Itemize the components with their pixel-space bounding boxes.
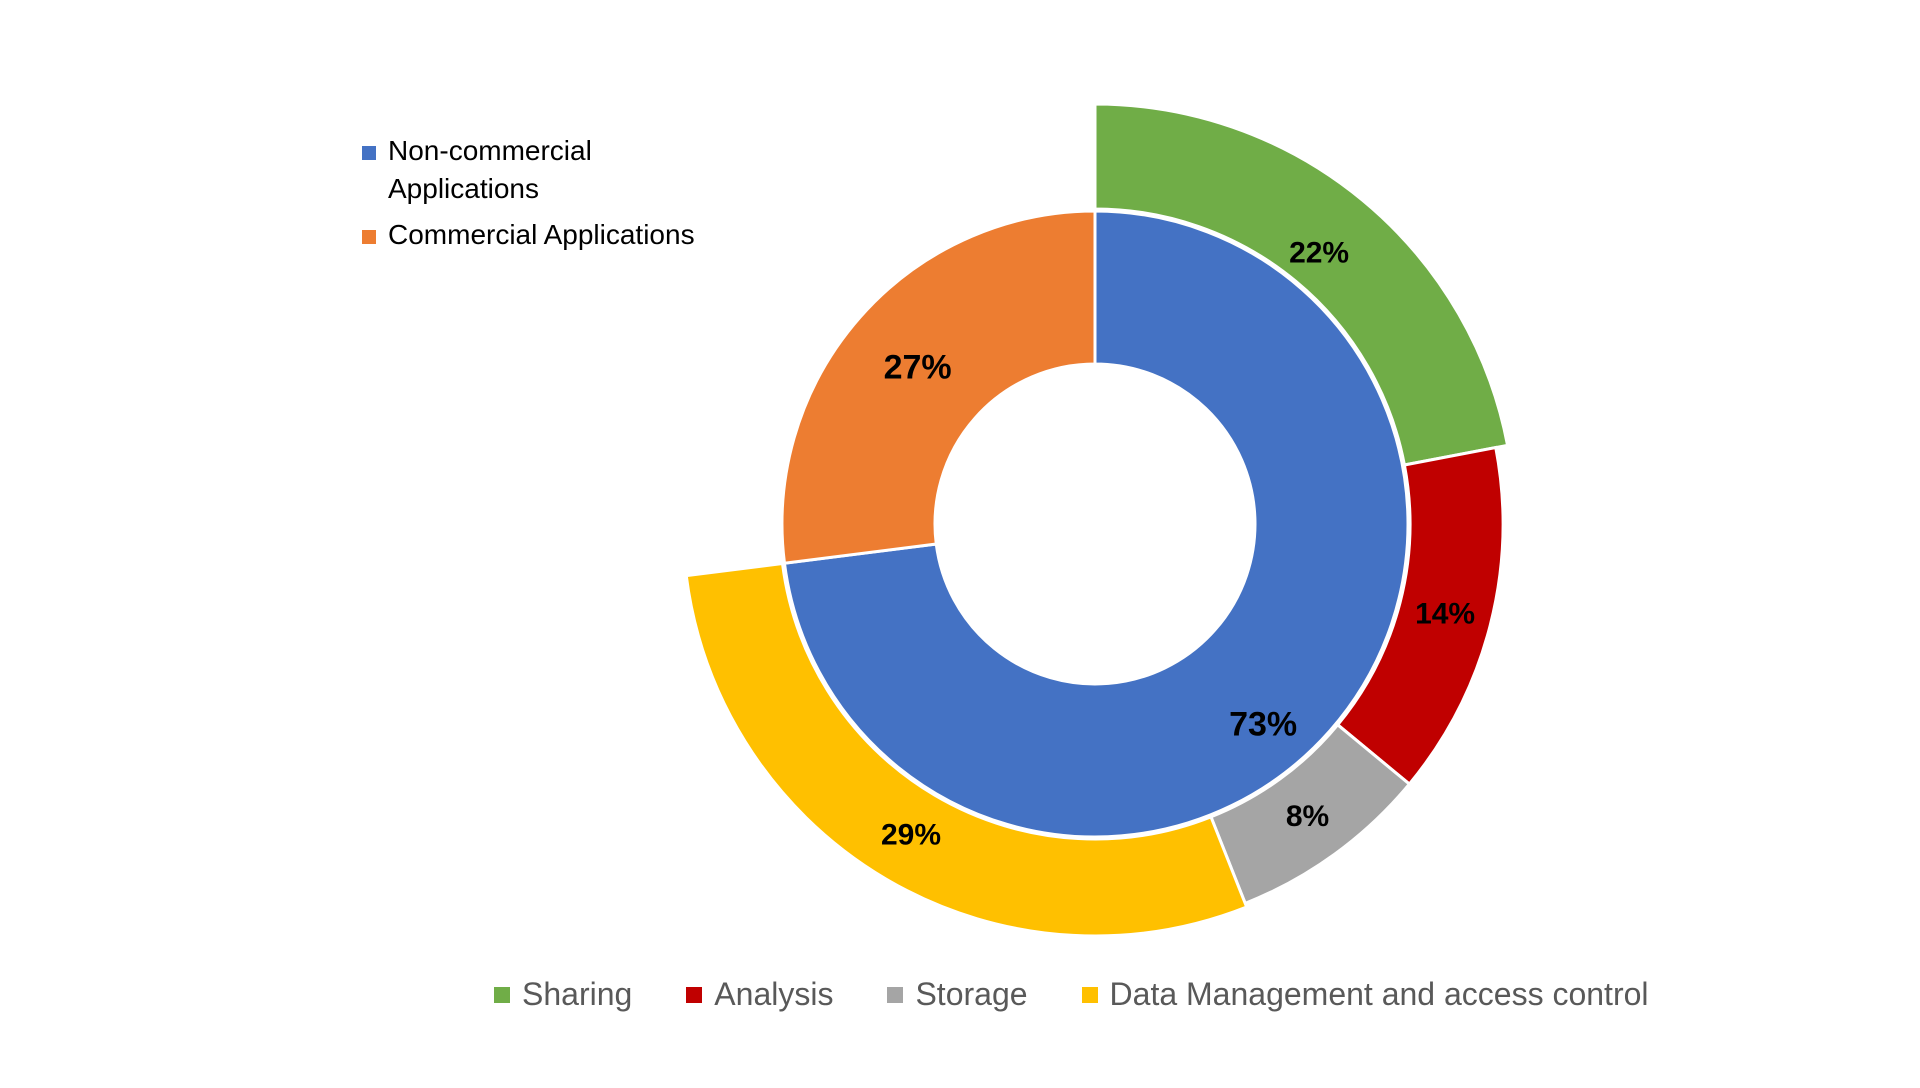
legend-label-sharing: Sharing <box>522 976 633 1012</box>
outer-slice-data-management-and-access-control <box>684 561 1249 938</box>
data-labels: 73% 27% 22% 14% 8% 29% <box>881 237 1475 852</box>
category-legend: Non-commercial Applications Commercial A… <box>362 132 782 262</box>
legend-item-commercial: Commercial Applications <box>362 216 782 254</box>
outer-slice-sharing <box>1093 102 1510 467</box>
legend-label-data-management: Data Management and access control <box>1109 976 1649 1012</box>
outer-ring <box>684 102 1510 938</box>
legend-swatch-commercial <box>362 230 376 244</box>
outer-label-storage: 8% <box>1286 800 1329 833</box>
legend-label-non-commercial: Non-commercial Applications <box>388 135 592 204</box>
inner-slice-non-commercial-applications <box>782 209 1410 839</box>
legend-item-analysis: Analysis <box>686 976 833 1013</box>
legend-item-storage: Storage <box>887 976 1028 1013</box>
legend-label-analysis: Analysis <box>714 976 834 1012</box>
outer-label-sharing: 22% <box>1289 237 1349 270</box>
legend-label-commercial: Commercial Applications <box>388 219 695 250</box>
legend-label-storage: Storage <box>915 976 1028 1012</box>
inner-label-commercial-applications: 27% <box>884 349 952 387</box>
legend-item-sharing: Sharing <box>494 976 632 1013</box>
legend-item-non-commercial: Non-commercial Applications <box>362 132 782 208</box>
inner-ring <box>780 209 1410 839</box>
legend-swatch-storage <box>887 986 904 1003</box>
outer-label-data-management-and-access-control: 29% <box>881 819 941 852</box>
outer-label-analysis: 14% <box>1415 597 1475 630</box>
subcategory-legend: Sharing Analysis Storage Data Management… <box>494 976 1649 1013</box>
legend-swatch-sharing <box>494 986 510 1003</box>
legend-swatch-data-management <box>1081 986 1098 1003</box>
legend-swatch-non-commercial <box>362 146 376 160</box>
inner-label-non-commercial-applications: 73% <box>1229 705 1297 743</box>
legend-swatch-analysis <box>686 986 703 1003</box>
legend-item-data-management: Data Management and access control <box>1081 976 1649 1013</box>
inner-slice-commercial-applications <box>780 209 1097 565</box>
